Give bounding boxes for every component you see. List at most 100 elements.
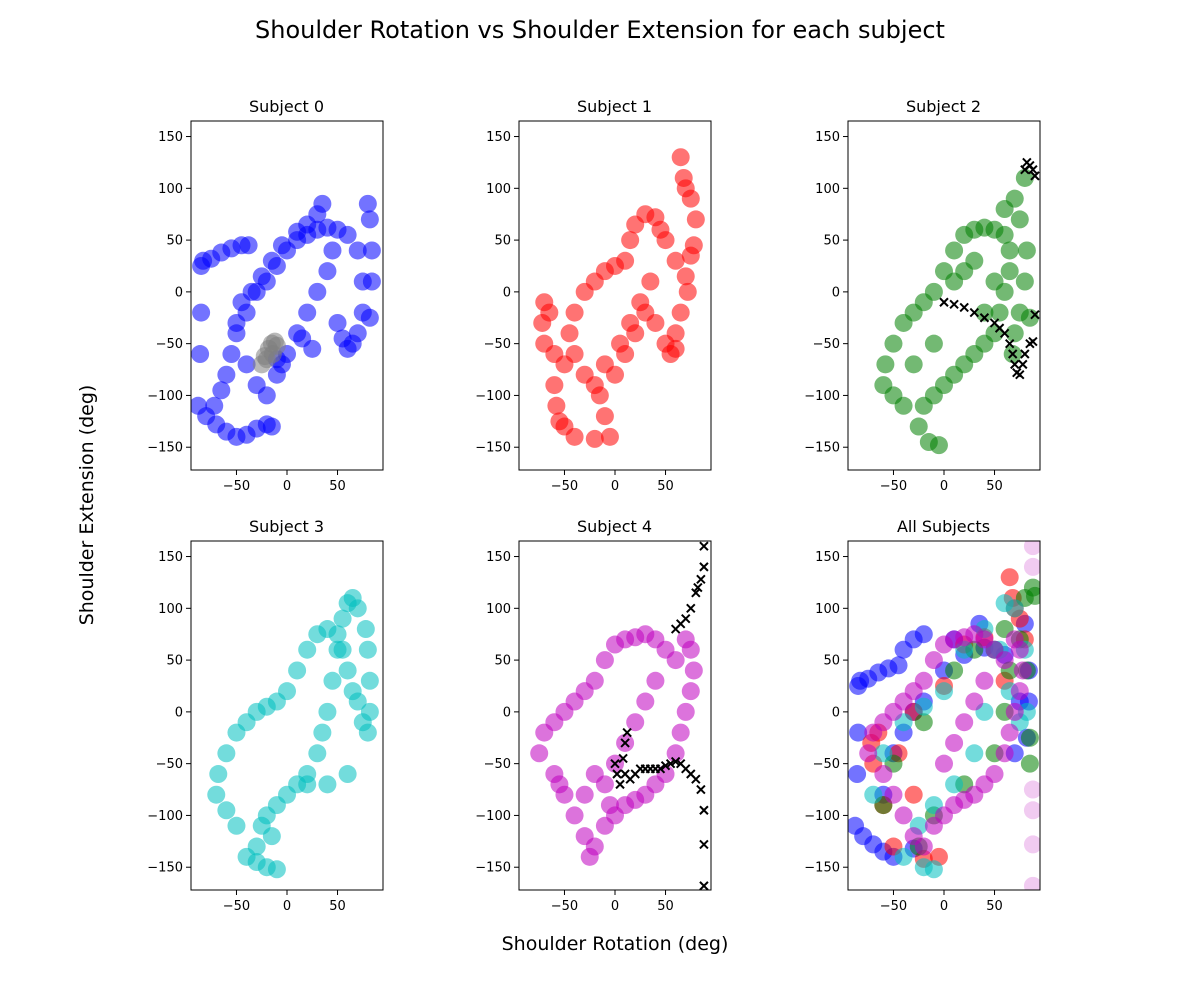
axes: −50 0 50 −150 −100 −50 0 50 100 150 (804, 540, 1041, 914)
x-tick-label: 50 (986, 479, 1003, 494)
data-point (362, 241, 381, 260)
y-tick-label: 150 (158, 130, 183, 145)
series-0 (874, 168, 1039, 455)
data-points (207, 588, 379, 879)
data-point (323, 671, 342, 690)
data-point (626, 713, 645, 732)
y-tick-label: 100 (486, 602, 511, 617)
data-point (622, 727, 632, 738)
data-point (348, 241, 367, 260)
data-point (924, 816, 943, 835)
data-point (889, 656, 908, 675)
subplot-subject-4: Subject 4 −50 0 50 −150 −100 −50 0 50 100 150 (475, 517, 712, 914)
figure-title: Shoulder Rotation vs Shoulder Extension … (255, 16, 945, 44)
y-tick-label: 0 (175, 285, 183, 300)
x-tick-label: 0 (611, 899, 619, 914)
data-point (318, 702, 337, 721)
data-point (262, 417, 281, 436)
axes: −50 0 50 −150 −100 −50 0 50 100 150 (147, 540, 384, 914)
data-point (550, 412, 569, 431)
data-point (665, 758, 676, 769)
x-tick-label: 0 (940, 479, 948, 494)
y-tick-label: −50 (484, 757, 511, 772)
data-point (328, 640, 347, 659)
data-point (222, 345, 241, 364)
data-point (884, 334, 903, 353)
data-point (965, 692, 984, 711)
series-0 (533, 148, 705, 448)
data-point (945, 733, 964, 752)
y-tick-label: 50 (823, 654, 840, 669)
data-point (699, 541, 709, 551)
data-point (600, 427, 619, 446)
data-point (666, 251, 685, 270)
data-point (935, 754, 953, 773)
data-point (924, 651, 943, 670)
x-axis-label: Shoulder Rotation (deg) (502, 933, 729, 955)
data-point (678, 282, 697, 301)
y-tick-label: 150 (486, 130, 511, 145)
y-tick-label: 50 (494, 234, 511, 249)
subplot-subject-2: Subject 2 −50 0 50 −150 −100 −50 0 50 100 150 (804, 97, 1041, 494)
data-point (975, 671, 994, 690)
data-point (671, 148, 690, 167)
data-point (1010, 359, 1020, 370)
data-point (1000, 241, 1019, 260)
data-point (1025, 586, 1040, 605)
data-point (945, 241, 964, 260)
data-point (894, 847, 913, 866)
data-point (298, 303, 317, 322)
data-point (585, 671, 604, 690)
data-point (884, 785, 903, 804)
data-point (616, 251, 635, 270)
data-points (530, 541, 709, 890)
data-point (666, 744, 685, 763)
axes: −50 0 50 −150 −100 −50 0 50 100 150 (147, 120, 384, 494)
data-point (699, 881, 709, 890)
data-point (232, 293, 251, 312)
data-point (1023, 876, 1040, 890)
y-tick-label: 0 (832, 705, 840, 720)
series-0 (530, 625, 703, 866)
y-tick-label: −150 (147, 861, 183, 876)
x-tick-label: −50 (551, 899, 578, 914)
data-point (530, 744, 549, 763)
data-point (691, 774, 701, 784)
data-point (955, 713, 974, 732)
data-point (338, 765, 357, 784)
y-tick-label: 0 (175, 705, 183, 720)
data-point (965, 744, 984, 763)
data-point (595, 651, 614, 670)
data-point (565, 427, 584, 446)
data-point (999, 328, 1010, 339)
y-tick-label: −50 (813, 337, 840, 352)
data-point (585, 765, 604, 784)
y-tick-label: 150 (486, 550, 511, 565)
y-tick-label: 150 (815, 130, 840, 145)
series-0 (207, 588, 379, 879)
data-point (874, 765, 893, 784)
data-point (959, 302, 969, 313)
data-point (874, 744, 893, 763)
y-tick-label: −50 (484, 337, 511, 352)
data-point (288, 222, 307, 241)
data-point (859, 744, 878, 763)
data-point (1000, 723, 1019, 742)
data-points (533, 148, 705, 448)
data-point (1018, 359, 1028, 370)
data-point (1028, 336, 1038, 347)
data-point (686, 210, 705, 229)
data-point (217, 365, 236, 384)
y-tick-label: 150 (158, 550, 183, 565)
data-point (909, 417, 928, 436)
data-point (257, 386, 276, 405)
subplot-title: Subject 2 (906, 97, 981, 116)
data-point (646, 671, 665, 690)
y-tick-label: −50 (156, 337, 183, 352)
data-point (585, 376, 604, 395)
data-point (676, 702, 695, 721)
data-point (358, 640, 377, 659)
data-point (914, 697, 933, 716)
data-point (267, 860, 286, 879)
data-point (620, 738, 630, 748)
